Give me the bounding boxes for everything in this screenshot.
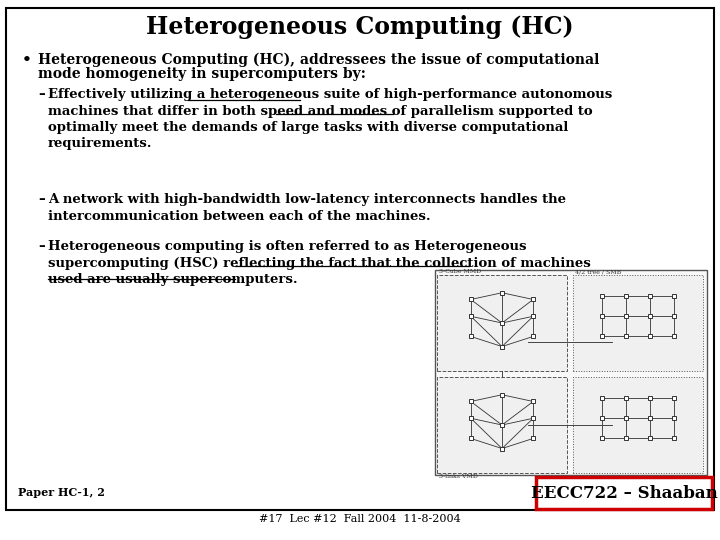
Text: 3-Cube MMD: 3-Cube MMD xyxy=(439,269,481,274)
FancyBboxPatch shape xyxy=(536,477,712,509)
Bar xyxy=(437,275,567,371)
Bar xyxy=(437,377,567,473)
Text: Heterogeneous Computing (HC): Heterogeneous Computing (HC) xyxy=(146,15,574,39)
Text: Heterogeneous computing is often referred to as Heterogeneous
supercomputing (HS: Heterogeneous computing is often referre… xyxy=(48,240,590,286)
Text: –: – xyxy=(38,193,45,206)
Text: EECC722 – Shaaban: EECC722 – Shaaban xyxy=(531,484,717,502)
Text: Heterogeneous Computing (HC), addressees the issue of computational: Heterogeneous Computing (HC), addressees… xyxy=(38,53,599,68)
Text: 4/2 tree / SMB: 4/2 tree / SMB xyxy=(575,269,621,274)
Bar xyxy=(573,377,703,473)
Text: 3-links VMD: 3-links VMD xyxy=(439,474,478,479)
Text: Paper HC-1, 2: Paper HC-1, 2 xyxy=(18,487,105,498)
Text: #17  Lec #12  Fall 2004  11-8-2004: #17 Lec #12 Fall 2004 11-8-2004 xyxy=(259,514,461,524)
Bar xyxy=(573,275,703,371)
Text: A network with high-bandwidth low-latency interconnects handles the
intercommuni: A network with high-bandwidth low-latenc… xyxy=(48,193,566,222)
Text: mode homogeneity in supercomputers by:: mode homogeneity in supercomputers by: xyxy=(38,67,366,81)
Text: –: – xyxy=(38,240,45,253)
Text: •: • xyxy=(22,53,32,67)
Text: Effectively utilizing a heterogeneous suite of high-performance autonomous
machi: Effectively utilizing a heterogeneous su… xyxy=(48,88,612,151)
Bar xyxy=(435,270,707,475)
Text: –: – xyxy=(38,88,45,101)
